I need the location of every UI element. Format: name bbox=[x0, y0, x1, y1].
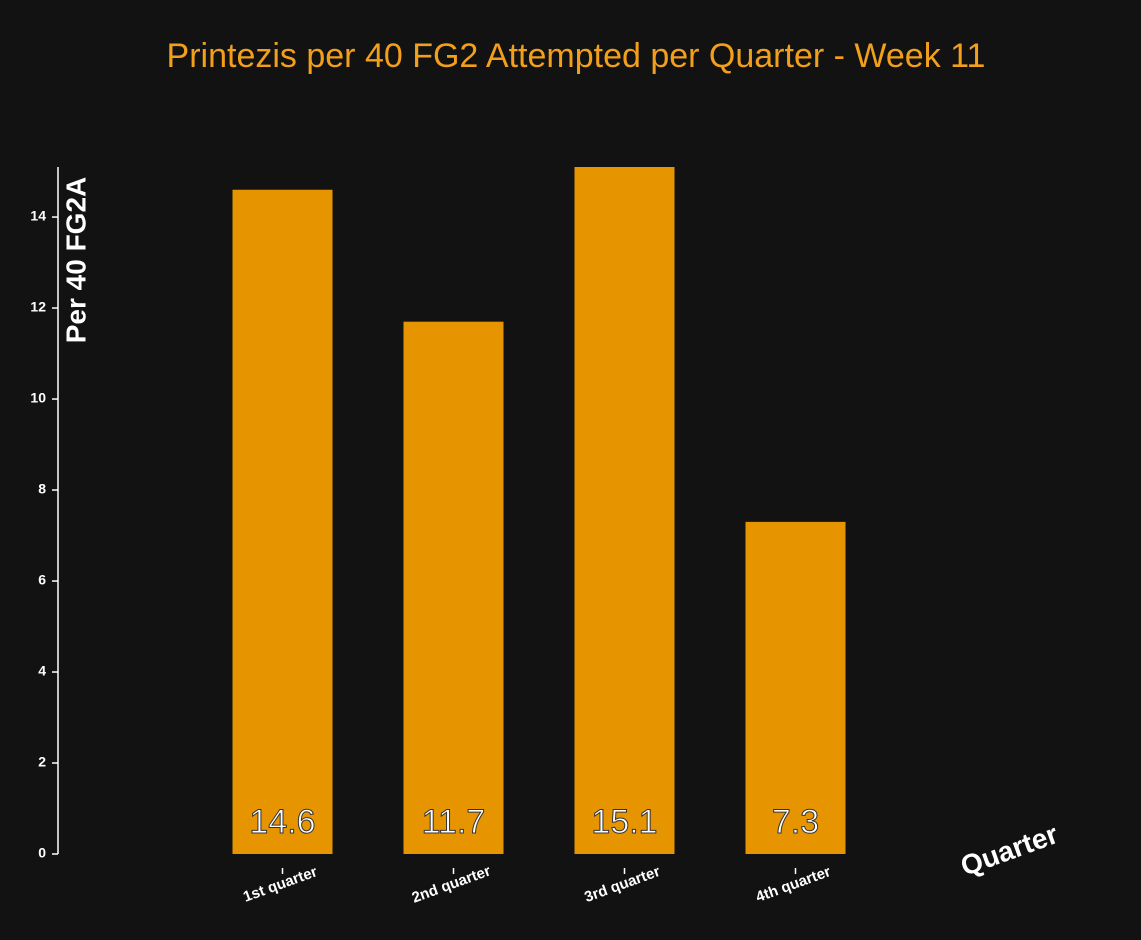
y-tick-label: 0 bbox=[38, 845, 46, 861]
value-label: 15.1 bbox=[591, 803, 657, 841]
bar bbox=[232, 189, 333, 854]
y-tick-label: 10 bbox=[30, 390, 46, 406]
value-label: 7.3 bbox=[772, 803, 819, 841]
bar bbox=[574, 167, 675, 854]
y-tick-label: 4 bbox=[38, 663, 46, 679]
y-tick-label: 12 bbox=[30, 299, 46, 315]
value-label: 11.7 bbox=[422, 803, 486, 841]
value-label: 14.6 bbox=[249, 803, 315, 841]
y-tick-label: 6 bbox=[38, 572, 46, 588]
y-axis-title: Per 40 FG2A bbox=[60, 177, 91, 344]
chart-title: Printezis per 40 FG2 Attempted per Quart… bbox=[167, 37, 986, 75]
y-tick-label: 14 bbox=[30, 208, 46, 224]
y-tick-label: 2 bbox=[38, 754, 46, 770]
y-tick-label: 8 bbox=[38, 481, 46, 497]
bar bbox=[745, 521, 846, 854]
bar bbox=[403, 321, 504, 855]
